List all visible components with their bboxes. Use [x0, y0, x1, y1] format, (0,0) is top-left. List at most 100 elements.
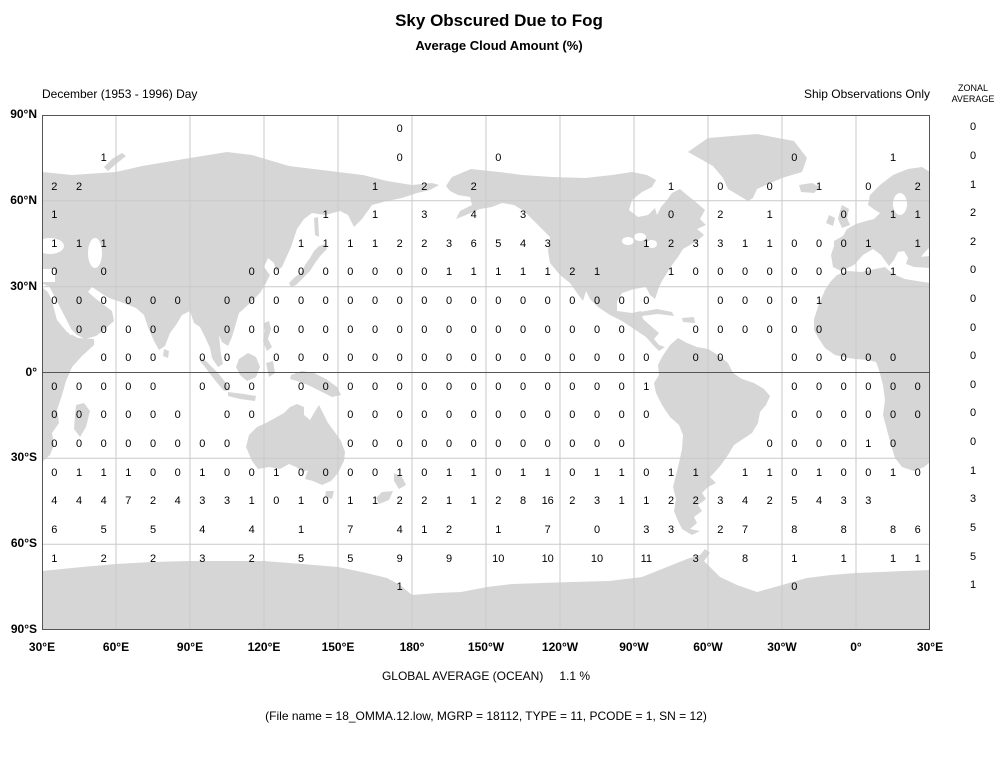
grid-cell-value: 0 — [495, 409, 502, 422]
grid-cell-value: 0 — [495, 466, 502, 479]
grid-cell-value: 8 — [519, 495, 527, 508]
grid-cell-value: 1 — [470, 266, 477, 279]
grid-cell-value: 0 — [100, 323, 107, 336]
grid-cell-value: 1 — [643, 495, 650, 508]
grid-cell-value: 0 — [445, 323, 453, 336]
landmass-cuba — [640, 309, 674, 316]
grid-cell-value: 1 — [445, 466, 453, 479]
grid-cell-value: 0 — [75, 438, 83, 450]
grid-cell-value: 0 — [322, 495, 329, 508]
grid-cell-value: 3 — [421, 209, 428, 222]
grid-cell-value: 0 — [149, 409, 157, 422]
grid-cell-value: 5 — [791, 495, 798, 508]
grid-cell-value: 4 — [100, 495, 107, 508]
grid-cell-value: 1 — [766, 209, 773, 222]
grid-cell-value: 0 — [100, 409, 107, 422]
grid-cell-value: 0 — [421, 352, 428, 365]
grid-cell-value: 0 — [569, 295, 576, 307]
grid-cell-value: 0 — [889, 409, 897, 422]
grid-cell-value: 0 — [273, 352, 280, 365]
grid-cell-value: 0 — [445, 380, 453, 393]
grid-cell-value: 0 — [569, 438, 576, 450]
grid-cell-value: 0 — [741, 266, 749, 279]
grid-cell-value: 1 — [51, 552, 58, 565]
zonal-average-value: 1 — [969, 464, 977, 477]
great-lake-3 — [647, 240, 657, 248]
grid-cell-value: 1 — [889, 466, 897, 479]
grid-cell-value: 9 — [445, 552, 453, 565]
grid-cell-value: 5 — [149, 523, 157, 536]
grid-cell-value: 0 — [840, 352, 847, 365]
grid-cell-value: 1 — [544, 466, 551, 479]
grid-cell-value: 3 — [445, 237, 453, 250]
grid-cell-value: 0 — [273, 323, 280, 336]
grid-cell-value: 2 — [421, 495, 428, 508]
grid-cell-value: 0 — [643, 352, 650, 365]
x-axis-tick-label: 90°E — [176, 640, 204, 654]
grid-cell-value: 1 — [371, 237, 379, 250]
grid-cell-value: 0 — [223, 380, 231, 393]
zonal-average-value: 2 — [969, 207, 977, 220]
grid-cell-value: 0 — [347, 295, 354, 307]
grid-cell-value: 0 — [223, 295, 231, 307]
grid-cell-value: 0 — [593, 380, 601, 393]
grid-cell-value: 0 — [519, 409, 527, 422]
grid-cell-value: 0 — [421, 466, 428, 479]
grid-cell-value: 1 — [815, 466, 823, 479]
grid-cell-value: 10 — [492, 552, 505, 565]
grid-cell-value: 1 — [51, 209, 58, 222]
grid-cell-value: 8 — [741, 552, 749, 565]
x-axis-tick-label: 150°W — [467, 640, 505, 654]
grid-cell-value: 5 — [495, 237, 502, 250]
grid-cell-value: 0 — [495, 295, 502, 307]
x-axis-tick-label: 120°E — [247, 640, 281, 654]
zonal-average-value: 5 — [969, 521, 977, 534]
grid-cell-value: 1 — [371, 495, 379, 508]
grid-cell-value: 0 — [815, 237, 823, 250]
grid-cell-value: 1 — [297, 523, 305, 536]
grid-cell-value: 1 — [667, 466, 675, 479]
grid-cell-value: 2 — [569, 266, 576, 279]
grid-cell-value: 1 — [125, 466, 132, 479]
grid-cell-value: 0 — [445, 295, 453, 307]
grid-cell-value: 0 — [840, 266, 847, 279]
grid-cell-value: 0 — [396, 438, 403, 450]
landmass-new-zealand-south — [376, 491, 393, 504]
grid-cell-value: 0 — [421, 323, 428, 336]
grid-cell-value: 0 — [421, 438, 428, 450]
grid-cell-value: 0 — [396, 295, 403, 307]
grid-cell-value: 0 — [840, 466, 847, 479]
grid-cell-value: 3 — [865, 495, 872, 508]
grid-cell-value: 4 — [741, 495, 749, 508]
x-axis-tick-label: 60°W — [693, 640, 723, 654]
grid-cell-value: 2 — [667, 495, 675, 508]
grid-cell-value: 0 — [371, 323, 379, 336]
figure-subtitle: Average Cloud Amount (%) — [415, 38, 583, 53]
grid-cell-value: 0 — [100, 295, 107, 307]
grid-cell-value: 0 — [149, 438, 157, 450]
zonal-average-value: 1 — [969, 579, 977, 592]
grid-cell-value: 0 — [371, 295, 379, 307]
grid-cell-value: 1 — [495, 523, 502, 536]
grid-cell-value: 0 — [199, 352, 206, 365]
grid-cell-value: 0 — [125, 409, 132, 422]
grid-cell-value: 0 — [396, 409, 403, 422]
grid-cell-value: 0 — [396, 352, 403, 365]
grid-cell-value: 0 — [174, 295, 181, 307]
global-average-line: GLOBAL AVERAGE (OCEAN) 1.1 % — [42, 669, 930, 683]
landmass-great-britain — [838, 205, 850, 228]
grid-cell-value: 0 — [322, 266, 329, 279]
grid-cell-value: 0 — [741, 323, 749, 336]
grid-cell-value: 1 — [667, 180, 675, 193]
grid-cell-value: 0 — [51, 438, 58, 450]
grid-cell-value: 0 — [371, 352, 379, 365]
landmass-java — [228, 392, 256, 401]
zonal-average-value: 3 — [969, 493, 977, 506]
grid-cell-value: 0 — [544, 438, 551, 450]
x-axis-tick-label: 30°W — [767, 640, 797, 654]
grid-cell-value: 3 — [199, 495, 206, 508]
zonal-average-value: 0 — [969, 149, 977, 162]
grid-cell-value: 0 — [470, 438, 477, 450]
grid-cell-value: 0 — [495, 352, 502, 365]
